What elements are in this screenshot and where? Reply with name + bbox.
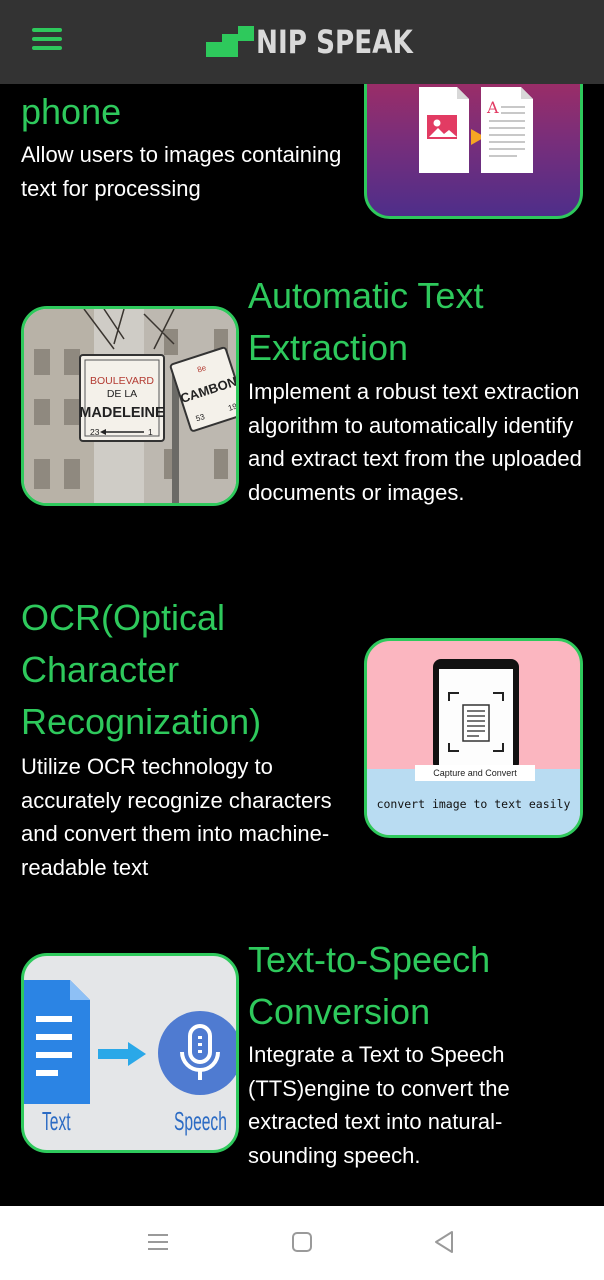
ocr-caption: convert image to text easily: [376, 797, 571, 811]
feature-1-description: Allow users to images containing text fo…: [21, 142, 342, 201]
recents-icon[interactable]: [146, 1230, 176, 1256]
feature-3-image: Capture and Convert convert image to tex…: [364, 638, 583, 838]
svg-text:A: A: [486, 98, 499, 117]
hamburger-menu-icon[interactable]: [32, 28, 62, 50]
sign-text-boulevard: BOULEVARD: [90, 375, 154, 387]
text-label: Text: [42, 1106, 71, 1136]
logo-text: NIP SPEAK: [256, 23, 413, 61]
logo-mark-icon: [206, 26, 254, 58]
home-icon[interactable]: [290, 1230, 320, 1256]
sign-number-cambon-left: 53: [195, 412, 207, 423]
feature-2-image: BOULEVARD DE LA MADELEINE 23 1 8e CAMBON…: [21, 306, 239, 506]
feature-2-description: Implement a robust text extraction algor…: [248, 379, 582, 505]
feature-3-description: Utilize OCR technology to accurately rec…: [21, 754, 332, 880]
street-sign-photo: BOULEVARD DE LA MADELEINE 23 1 8e CAMBON…: [24, 309, 239, 503]
capture-label: Capture and Convert: [433, 768, 517, 778]
feature-1-title: phone: [21, 91, 122, 132]
feature-4-title: Text-to-Speech Conversion: [248, 939, 491, 1032]
sign-number-left: 23: [90, 427, 100, 437]
text-to-speech-icon: [24, 980, 236, 1104]
sign-text-de-la: DE LA: [107, 388, 137, 400]
app-header: NIP SPEAK: [0, 0, 604, 84]
app-logo[interactable]: NIP SPEAK: [206, 22, 447, 62]
feature-4-description: Integrate a Text to Speech (TTS)engine t…: [248, 1042, 510, 1168]
feature-3-title: OCR(Optical Character Recognization): [21, 597, 262, 742]
back-icon[interactable]: [432, 1230, 462, 1256]
speech-label: Speech: [174, 1106, 227, 1136]
feature-2-title: Automatic Text Extraction: [248, 275, 484, 368]
feature-4-image: Text Speech: [21, 953, 239, 1153]
image-to-document-icon: A: [419, 87, 533, 173]
system-navigation-bar: [0, 1206, 604, 1280]
sign-number-cambon-right: 19: [227, 401, 239, 412]
sign-text-arrondissement: 8e: [196, 363, 208, 374]
phone-capture-icon: [415, 659, 535, 781]
sign-text-madeleine: MADELEINE: [79, 405, 165, 421]
sign-number-right: 1: [148, 427, 153, 437]
